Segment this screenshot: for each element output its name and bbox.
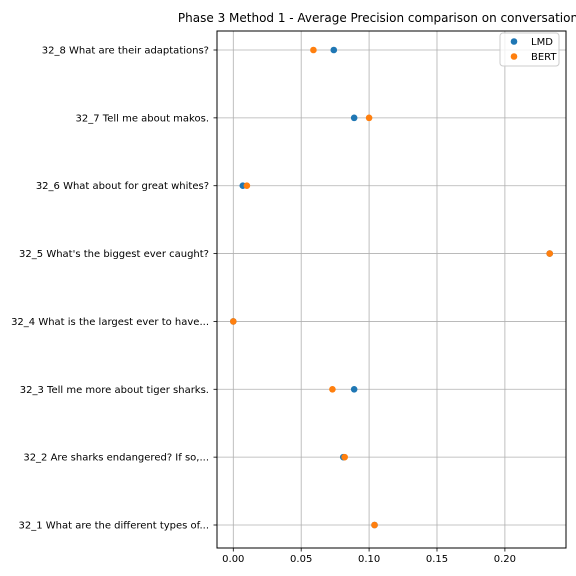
x-tick-label: 0.00 [222,554,244,565]
data-point-lmd [330,46,338,54]
legend-marker-bert [510,53,518,60]
legend-label-bert: BERT [531,52,557,63]
data-point-bert [229,318,237,325]
legend: LMD BERT [499,32,560,67]
y-tick-label: 32_4 What is the largest ever to have... [11,317,209,328]
chart-title: Phase 3 Method 1 - Average Precision com… [178,11,576,25]
data-point-lmd [350,385,358,393]
data-points [229,46,554,529]
y-axis-ticks: 32_1 What are the different types of... 3… [11,46,217,532]
legend-label-lmd: LMD [531,37,553,48]
data-point-bert [371,521,378,529]
y-tick-label: 32_7 Tell me about makos. [76,113,209,124]
plot-area-frame [216,30,567,549]
grid [217,31,566,548]
data-point-bert [341,453,348,461]
x-tick-label: 0.10 [358,554,380,565]
legend-marker-lmd [510,38,518,45]
y-tick-label: 32_6 What about for great whites? [36,181,209,192]
x-tick-label: 0.05 [290,554,312,565]
y-tick-label: 32_5 What's the biggest ever caught? [19,249,209,260]
x-tick-label: 0.15 [426,554,448,565]
data-point-bert [365,114,373,122]
data-point-bert [243,182,251,190]
y-tick-label: 32_8 What are their adaptations? [42,46,209,57]
data-point-bert [310,46,317,54]
y-tick-label: 32_1 What are the different types of... [19,521,209,532]
y-tick-label: 32_3 Tell me more about tiger sharks. [20,385,209,396]
y-tick-label: 32_2 Are sharks endangered? If so,... [23,453,209,464]
x-tick-label: 0.20 [494,554,516,565]
x-axis-ticks: 0.00 0.05 0.10 0.15 0.20 [222,548,516,565]
data-point-lmd [350,114,358,122]
data-point-bert [546,250,554,257]
data-point-bert [329,385,336,393]
